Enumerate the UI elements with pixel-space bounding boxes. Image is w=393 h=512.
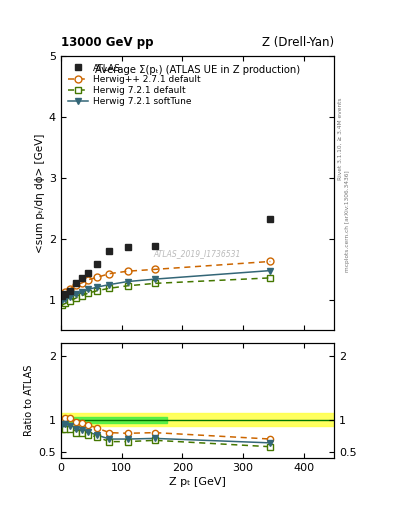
Herwig 7.2.1 softTune	[74, 291, 79, 297]
ATLAS	[107, 248, 112, 254]
Herwig++ 2.7.1 default	[80, 280, 84, 286]
Text: mcplots.cern.ch [arXiv:1306.3436]: mcplots.cern.ch [arXiv:1306.3436]	[345, 170, 350, 271]
Legend: ATLAS, Herwig++ 2.7.1 default, Herwig 7.2.1 default, Herwig 7.2.1 softTune: ATLAS, Herwig++ 2.7.1 default, Herwig 7.…	[65, 61, 203, 109]
Herwig 7.2.1 softTune	[107, 282, 112, 288]
ATLAS	[268, 216, 273, 222]
Line: ATLAS: ATLAS	[59, 216, 274, 299]
Herwig 7.2.1 softTune	[268, 267, 273, 273]
Herwig 7.2.1 default	[68, 298, 72, 304]
ATLAS	[60, 292, 65, 298]
Herwig++ 2.7.1 default	[63, 289, 68, 295]
Herwig++ 2.7.1 default	[268, 259, 273, 265]
X-axis label: Z pₜ [GeV]: Z pₜ [GeV]	[169, 477, 226, 487]
Text: Rivet 3.1.10, ≥ 3.4M events: Rivet 3.1.10, ≥ 3.4M events	[338, 97, 342, 180]
Herwig++ 2.7.1 default	[86, 276, 90, 283]
ATLAS	[68, 288, 72, 294]
Herwig 7.2.1 softTune	[152, 276, 157, 282]
Herwig 7.2.1 default	[63, 301, 68, 307]
Herwig 7.2.1 softTune	[80, 289, 84, 295]
Herwig++ 2.7.1 default	[95, 274, 100, 281]
Herwig 7.2.1 default	[60, 302, 65, 308]
Herwig 7.2.1 softTune	[63, 295, 68, 302]
Line: Herwig 7.2.1 softTune: Herwig 7.2.1 softTune	[62, 270, 270, 300]
Herwig 7.2.1 default	[125, 283, 130, 289]
Herwig++ 2.7.1 default	[152, 266, 157, 272]
Text: Z (Drell-Yan): Z (Drell-Yan)	[262, 36, 334, 50]
Herwig 7.2.1 softTune	[125, 279, 130, 285]
Herwig 7.2.1 softTune	[95, 284, 100, 290]
ATLAS	[95, 262, 100, 268]
Herwig++ 2.7.1 default	[107, 270, 112, 276]
Herwig 7.2.1 softTune	[86, 286, 90, 292]
ATLAS	[63, 291, 68, 297]
Herwig 7.2.1 default	[80, 292, 84, 298]
Text: Average Σ(pₜ) (ATLAS UE in Z production): Average Σ(pₜ) (ATLAS UE in Z production)	[95, 65, 300, 75]
Herwig++ 2.7.1 default	[74, 282, 79, 288]
Y-axis label: Ratio to ATLAS: Ratio to ATLAS	[24, 365, 34, 436]
ATLAS	[74, 280, 79, 286]
Herwig++ 2.7.1 default	[125, 268, 130, 274]
Text: ATLAS_2019_I1736531: ATLAS_2019_I1736531	[154, 249, 241, 258]
Herwig 7.2.1 default	[95, 288, 100, 294]
Herwig 7.2.1 default	[107, 285, 112, 291]
Herwig 7.2.1 softTune	[68, 294, 72, 300]
Line: Herwig 7.2.1 default: Herwig 7.2.1 default	[62, 278, 270, 305]
ATLAS	[125, 244, 130, 250]
Herwig 7.2.1 default	[152, 280, 157, 286]
ATLAS	[86, 270, 90, 276]
Herwig++ 2.7.1 default	[68, 286, 72, 292]
ATLAS	[80, 275, 84, 282]
Herwig 7.2.1 softTune	[60, 297, 65, 303]
Herwig 7.2.1 default	[268, 275, 273, 281]
Herwig 7.2.1 default	[86, 290, 90, 296]
Line: Herwig++ 2.7.1 default: Herwig++ 2.7.1 default	[62, 262, 270, 296]
Herwig++ 2.7.1 default	[60, 293, 65, 299]
Herwig 7.2.1 default	[74, 295, 79, 301]
Y-axis label: <sum pₜ/dη dϕ> [GeV]: <sum pₜ/dη dϕ> [GeV]	[35, 134, 45, 253]
ATLAS	[152, 243, 157, 249]
Text: 13000 GeV pp: 13000 GeV pp	[61, 36, 153, 50]
